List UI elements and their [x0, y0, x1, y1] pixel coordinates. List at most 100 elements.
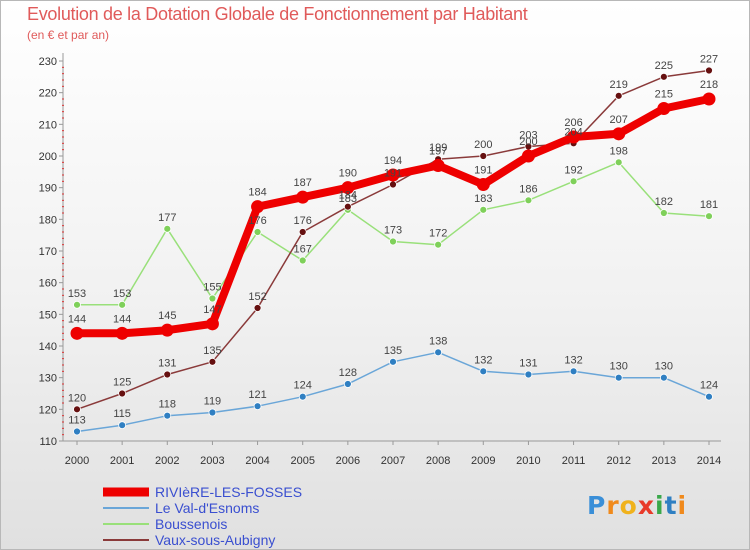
data-label-vaux-sous-aubigny: 191 — [384, 168, 402, 180]
x-tick-label: 2014 — [697, 455, 721, 467]
data-label-boussenois: 153 — [68, 288, 86, 300]
data-point-rivi-re-les-fosses — [702, 92, 716, 106]
y-minor-tick — [62, 231, 64, 233]
y-minor-tick — [62, 256, 64, 258]
y-tick-label: 110 — [39, 436, 57, 448]
x-tick-label: 2007 — [381, 455, 405, 467]
data-label-le-val-d-esnoms: 119 — [204, 396, 222, 408]
data-label-boussenois: 167 — [294, 244, 312, 256]
data-point-rivi-re-les-fosses — [567, 130, 581, 144]
data-label-vaux-sous-aubigny: 152 — [248, 291, 266, 303]
data-label-rivi-re-les-fosses: 215 — [655, 89, 673, 101]
data-label-vaux-sous-aubigny: 135 — [203, 345, 221, 357]
data-label-le-val-d-esnoms: 124 — [294, 380, 312, 392]
y-minor-tick — [62, 225, 64, 227]
data-label-le-val-d-esnoms: 131 — [519, 358, 537, 370]
y-minor-tick — [62, 73, 64, 75]
data-point-boussenois — [434, 240, 443, 249]
data-point-rivi-re-les-fosses — [70, 326, 84, 340]
data-point-le-val-d-esnoms — [705, 392, 713, 401]
data-label-le-val-d-esnoms: 132 — [564, 354, 582, 366]
chart-title: Evolution de la Dotation Globale de Fonc… — [27, 4, 528, 24]
data-point-le-val-d-esnoms — [614, 373, 623, 382]
y-minor-tick — [62, 389, 64, 391]
legend-label: RIVIèRE-LES-FOSSES — [155, 484, 302, 500]
data-label-rivi-re-les-fosses: 194 — [384, 155, 402, 167]
x-tick-label: 2003 — [200, 455, 224, 467]
data-label-boussenois: 177 — [158, 212, 176, 224]
y-tick-label: 190 — [39, 183, 57, 195]
data-point-le-val-d-esnoms — [389, 357, 397, 366]
data-label-rivi-re-les-fosses: 190 — [339, 168, 357, 180]
x-tick-label: 2005 — [290, 455, 314, 467]
data-label-le-val-d-esnoms: 113 — [68, 415, 86, 427]
data-label-boussenois: 198 — [610, 145, 628, 157]
data-point-vaux-sous-aubigny — [118, 389, 127, 398]
data-point-le-val-d-esnoms — [343, 380, 352, 388]
data-point-le-val-d-esnoms — [659, 373, 668, 382]
data-point-le-val-d-esnoms — [208, 408, 217, 417]
y-minor-tick — [62, 136, 64, 138]
data-point-vaux-sous-aubigny — [73, 405, 81, 414]
data-point-vaux-sous-aubigny — [659, 72, 668, 81]
data-label-boussenois: 176 — [248, 215, 266, 227]
data-point-vaux-sous-aubigny — [614, 91, 623, 100]
data-label-vaux-sous-aubigny: 176 — [294, 215, 312, 227]
data-point-boussenois — [614, 158, 623, 167]
x-tick-label: 2009 — [471, 455, 495, 467]
data-point-le-val-d-esnoms — [569, 367, 578, 376]
data-point-boussenois — [253, 228, 262, 236]
data-point-boussenois — [705, 212, 713, 221]
data-label-rivi-re-les-fosses: 184 — [248, 187, 266, 199]
data-label-le-val-d-esnoms: 130 — [610, 361, 628, 373]
y-minor-tick — [62, 168, 64, 170]
y-minor-tick — [62, 339, 64, 341]
data-point-boussenois — [659, 209, 668, 217]
data-label-vaux-sous-aubigny: 227 — [700, 54, 718, 66]
y-minor-tick — [62, 263, 64, 265]
proxiti-logo: Proxiti — [587, 491, 688, 520]
data-label-boussenois: 155 — [203, 282, 221, 294]
data-point-rivi-re-les-fosses — [386, 168, 400, 182]
data-label-le-val-d-esnoms: 128 — [339, 367, 357, 379]
data-label-rivi-re-les-fosses: 145 — [158, 310, 176, 322]
data-label-le-val-d-esnoms: 135 — [384, 345, 402, 357]
y-minor-tick — [62, 383, 64, 385]
data-point-le-val-d-esnoms — [118, 421, 127, 430]
data-point-vaux-sous-aubigny — [705, 66, 713, 75]
data-point-rivi-re-les-fosses — [476, 178, 490, 191]
y-minor-tick — [62, 288, 64, 290]
data-label-le-val-d-esnoms: 130 — [655, 361, 673, 373]
data-point-le-val-d-esnoms — [479, 367, 488, 376]
x-tick-label: 2008 — [426, 455, 450, 467]
y-tick-label: 210 — [39, 119, 57, 131]
data-point-rivi-re-les-fosses — [160, 323, 174, 337]
data-point-boussenois — [389, 237, 397, 246]
x-tick-label: 2011 — [562, 455, 586, 467]
data-label-vaux-sous-aubigny: 204 — [564, 126, 582, 138]
y-minor-tick — [62, 193, 64, 195]
y-minor-tick — [62, 149, 64, 151]
data-label-rivi-re-les-fosses: 200 — [519, 136, 537, 148]
data-label-le-val-d-esnoms: 138 — [429, 335, 447, 347]
data-label-boussenois: 183 — [339, 193, 357, 205]
y-tick-label: 230 — [39, 56, 57, 68]
y-minor-tick — [62, 434, 64, 436]
y-minor-tick — [62, 320, 64, 322]
y-minor-tick — [62, 402, 64, 404]
data-label-le-val-d-esnoms: 115 — [113, 408, 131, 420]
y-minor-tick — [62, 142, 64, 144]
data-label-rivi-re-les-fosses: 147 — [203, 304, 221, 316]
data-point-boussenois — [208, 294, 217, 303]
y-minor-tick — [62, 174, 64, 176]
data-label-le-val-d-esnoms: 132 — [474, 354, 492, 366]
data-label-rivi-re-les-fosses: 207 — [610, 114, 628, 126]
data-label-vaux-sous-aubigny: 225 — [655, 60, 673, 72]
data-point-le-val-d-esnoms — [163, 411, 172, 420]
y-minor-tick — [62, 301, 64, 303]
y-minor-tick — [62, 79, 64, 81]
y-minor-tick — [62, 358, 64, 360]
y-minor-tick — [62, 332, 64, 334]
chart-subtitle: (en € et par an) — [27, 28, 110, 42]
y-tick-label: 120 — [39, 404, 57, 416]
